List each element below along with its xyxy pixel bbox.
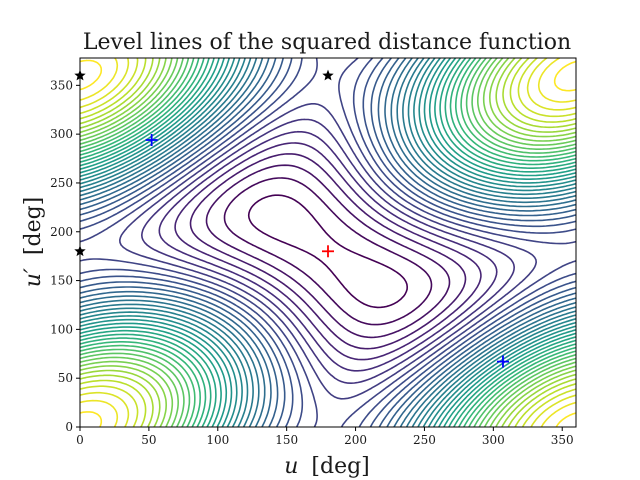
- contour-line: [141, 118, 515, 384]
- contour-line: [80, 58, 576, 427]
- y-tick-label: 100: [50, 322, 73, 336]
- y-tick-label: 200: [50, 225, 73, 239]
- minimum-marker: [145, 134, 158, 146]
- contour-line: [158, 130, 498, 372]
- contour-line: [80, 58, 576, 427]
- contour-line: [80, 58, 576, 427]
- chart-title: Level lines of the squared distance func…: [83, 30, 571, 55]
- x-tick-label: 100: [206, 433, 229, 447]
- contour-line: [174, 142, 482, 361]
- x-tick-label: 50: [141, 433, 156, 447]
- contour-line: [80, 58, 576, 427]
- x-tick-label: 350: [551, 433, 574, 447]
- x-axis-variable: u: [284, 454, 298, 479]
- contour-line: [80, 58, 576, 427]
- contour-line: [80, 58, 576, 427]
- contour-line: [80, 58, 576, 427]
- contour-line: [80, 58, 576, 427]
- y-tick-label: 350: [50, 78, 73, 92]
- x-tick-label: 250: [413, 433, 436, 447]
- contour-line: [80, 59, 576, 427]
- contour-line: [80, 58, 576, 427]
- x-axis-label: u [deg]: [284, 454, 370, 479]
- x-axis-ticks: 0 50 100 150 200 250 300 350: [76, 427, 574, 447]
- contour-line: [80, 58, 576, 427]
- contour-line: [205, 164, 451, 339]
- contour-line: [119, 103, 537, 400]
- contour-line: [80, 58, 576, 427]
- x-tick-label: 300: [482, 433, 505, 447]
- x-tick-label: 200: [344, 433, 367, 447]
- contour-line: [80, 58, 576, 427]
- axes-frame: [79, 57, 577, 428]
- contour-line: [80, 58, 576, 427]
- minimum-marker: [496, 355, 509, 368]
- maximum-marker: [322, 245, 334, 258]
- y-axis-unit: [deg]: [21, 197, 46, 255]
- y-tick-label: 0: [65, 420, 73, 434]
- contour-line: [80, 58, 576, 427]
- y-axis-variable: u′: [21, 268, 46, 287]
- contour-line: [80, 58, 576, 427]
- x-tick-label: 150: [275, 433, 298, 447]
- contour-line: [80, 58, 576, 427]
- contour-line: [80, 58, 576, 427]
- contour-line: [80, 58, 576, 427]
- singular-point-marker: [322, 69, 334, 81]
- contour-line: [80, 58, 576, 427]
- plot-area: [74, 57, 577, 428]
- contour-line: [80, 58, 576, 427]
- y-axis-label: u′ [deg]: [21, 197, 46, 288]
- x-axis-unit: [deg]: [311, 454, 369, 479]
- y-tick-label: 250: [50, 176, 73, 190]
- y-tick-label: 50: [58, 371, 73, 385]
- y-tick-label: 150: [50, 274, 73, 288]
- contour-line: [80, 58, 576, 427]
- contour-line: [80, 58, 576, 427]
- contour-line: [80, 58, 576, 427]
- contour-line: [223, 177, 433, 326]
- contour-lines: [80, 58, 576, 427]
- y-tick-label: 300: [50, 127, 73, 141]
- x-tick-label: 0: [76, 433, 84, 447]
- contour-line: [189, 153, 467, 350]
- contour-line: [80, 58, 576, 427]
- y-axis-ticks: 0 50 100 150 200 250 300 350: [50, 78, 80, 434]
- contour-line: [80, 58, 576, 427]
- contour-line: [247, 194, 408, 309]
